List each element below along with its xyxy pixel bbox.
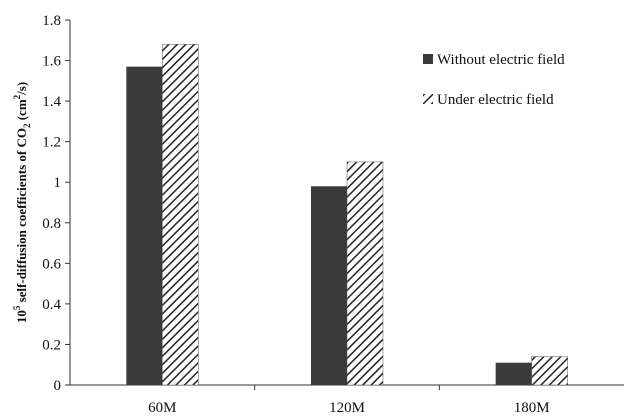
x-category-label: 120M (329, 400, 365, 414)
legend-label-1: Without electric field (437, 52, 565, 68)
y-tick-label: 0.4 (42, 297, 61, 313)
y-tick-label: 1.8 (42, 13, 61, 29)
y-tick-label: 0.2 (42, 337, 61, 353)
y-tick-label: 1.4 (42, 94, 61, 110)
y-axis-title: 105 self-diffusion coefficients of CO2 (… (12, 82, 32, 323)
y-tick-label: 0.6 (42, 256, 61, 272)
bar-60M-series-1 (126, 66, 163, 385)
y-tick-label: 1.2 (42, 135, 61, 151)
y-tick-label: 1.6 (42, 54, 61, 70)
bar-180M-series-1 (495, 362, 532, 385)
x-category-label: 180M (514, 400, 550, 414)
bar-120M-series-2 (346, 161, 384, 386)
legend-swatch-1 (423, 54, 433, 64)
bar-60M-series-2 (162, 44, 199, 386)
y-tick-label: 1 (54, 175, 62, 191)
legend-label-2: Under electric field (437, 92, 554, 108)
y-tick-label: 0.8 (42, 216, 61, 232)
bar-120M-series-1 (311, 186, 347, 385)
y-tick-label: 0 (54, 378, 62, 394)
x-category-label: 60M (148, 400, 176, 414)
legend-swatch-2 (423, 94, 433, 104)
bar-180M-series-2 (531, 356, 568, 386)
